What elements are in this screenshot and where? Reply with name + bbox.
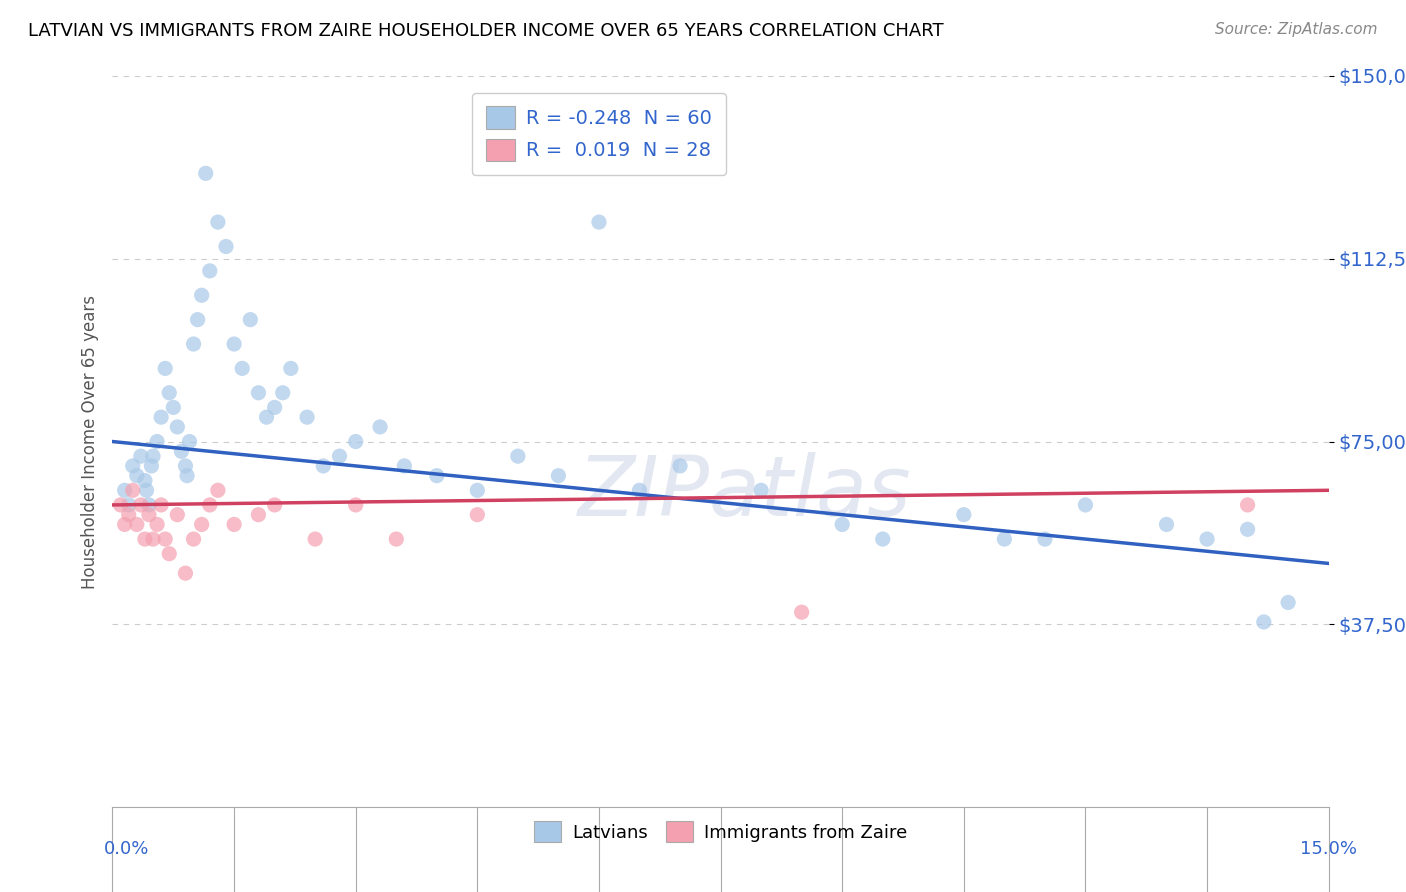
Point [872,532,894,546]
Point [150,498,173,512]
Point [506,449,529,463]
Point [110,498,132,512]
Point [207,215,229,229]
Point [114,517,136,532]
Point [142,532,165,546]
Point [129,498,152,512]
Point [394,458,416,473]
Text: 0.0%: 0.0% [104,840,149,858]
Point [344,498,367,512]
Point [157,385,180,400]
Point [174,566,197,581]
Point [190,517,212,532]
Point [138,508,160,522]
Point [547,468,569,483]
Point [953,508,976,522]
Point [385,532,408,546]
Point [669,458,692,473]
Point [1033,532,1056,546]
Point [166,508,188,522]
Point [280,361,302,376]
Point [207,483,229,498]
Point [162,401,184,415]
Point [215,239,238,253]
Point [138,498,160,512]
Point [1253,615,1275,629]
Point [426,468,449,483]
Point [831,517,853,532]
Point [190,288,212,302]
Point [993,532,1015,546]
Point [790,605,813,619]
Point [129,449,152,463]
Point [166,420,188,434]
Point [312,458,335,473]
Point [263,498,285,512]
Point [121,483,143,498]
Point [588,215,610,229]
Point [1156,517,1178,532]
Point [231,361,253,376]
Point [628,483,651,498]
Point [304,532,326,546]
Point [125,468,148,483]
Point [179,434,201,449]
Point [157,547,180,561]
Text: ZIPatlas: ZIPatlas [578,452,911,533]
Point [295,410,318,425]
Point [176,468,198,483]
Point [198,264,221,278]
Point [271,385,294,400]
Point [114,483,136,498]
Point [142,449,165,463]
Point [1195,532,1218,546]
Point [150,410,173,425]
Point [118,508,141,522]
Point [183,532,205,546]
Point [194,166,217,180]
Point [1277,595,1299,609]
Point [749,483,772,498]
Point [146,434,169,449]
Point [174,458,197,473]
Point [121,458,143,473]
Point [141,458,163,473]
Point [263,401,285,415]
Point [198,498,221,512]
Point [170,444,193,458]
Legend: Latvians, Immigrants from Zaire: Latvians, Immigrants from Zaire [523,811,918,853]
Point [247,385,270,400]
Point [239,312,262,326]
Point [146,517,169,532]
Point [247,508,270,522]
Text: LATVIAN VS IMMIGRANTS FROM ZAIRE HOUSEHOLDER INCOME OVER 65 YEARS CORRELATION CH: LATVIAN VS IMMIGRANTS FROM ZAIRE HOUSEHO… [28,22,943,40]
Point [328,449,350,463]
Point [1074,498,1097,512]
Point [467,483,489,498]
Point [467,508,489,522]
Point [153,361,176,376]
Point [134,474,156,488]
Point [135,483,157,498]
Text: Source: ZipAtlas.com: Source: ZipAtlas.com [1215,22,1378,37]
Point [1236,498,1258,512]
Point [118,498,141,512]
Point [183,337,205,351]
Point [256,410,278,425]
Point [134,532,156,546]
Point [1236,522,1258,536]
Point [187,312,209,326]
Point [153,532,176,546]
Point [368,420,391,434]
Text: 15.0%: 15.0% [1301,840,1357,858]
Point [344,434,367,449]
Point [125,517,148,532]
Y-axis label: Householder Income Over 65 years: Householder Income Over 65 years [80,294,98,589]
Point [222,337,246,351]
Point [222,517,246,532]
